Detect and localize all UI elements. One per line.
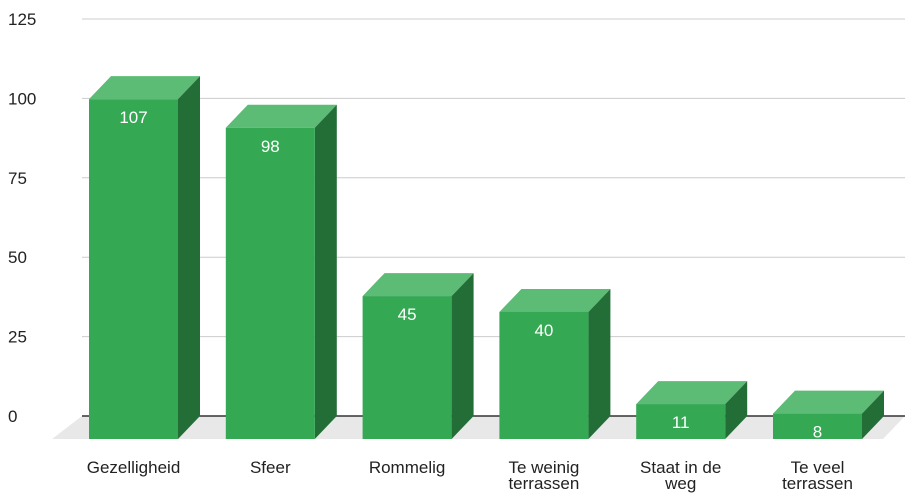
bar-top-face — [225, 104, 337, 128]
bars: 107 98 45 40 11 8 — [89, 76, 884, 442]
bar: 98 — [225, 104, 337, 439]
bar: 107 — [89, 76, 200, 439]
data-label: 40 — [534, 321, 553, 340]
bar-side-face — [588, 288, 611, 439]
bar-front-face — [773, 413, 862, 439]
x-category-label: Sfeer — [250, 458, 291, 477]
x-category-label: terrassen — [782, 474, 853, 493]
bar-side-face — [451, 273, 474, 439]
data-label: 8 — [813, 423, 822, 442]
data-label: 45 — [398, 305, 417, 324]
y-tick-label: 0 — [8, 407, 17, 426]
bar-side-face — [862, 390, 884, 439]
bar-top-face — [773, 390, 884, 414]
gridlines — [82, 18, 905, 417]
bar: 40 — [499, 288, 611, 439]
bar-top-face — [362, 273, 474, 297]
bar: 45 — [362, 273, 474, 439]
x-category-label: Rommelig — [369, 458, 446, 477]
bar-side-face — [725, 381, 748, 439]
bar-front-face — [636, 404, 726, 439]
bar-front-face — [499, 311, 589, 439]
y-tick-label: 100 — [8, 89, 36, 108]
bar-side-face — [314, 104, 337, 439]
bar-top-face — [499, 288, 611, 312]
bar-side-face — [178, 76, 200, 439]
bar: 11 — [636, 381, 748, 439]
x-category-label: Te weinig — [508, 458, 579, 477]
bar-front-face — [225, 127, 315, 439]
data-label: 98 — [261, 137, 280, 156]
y-tick-label: 75 — [8, 169, 27, 188]
x-category-label: Gezelligheid — [87, 458, 181, 477]
x-category-label: Te veel — [791, 458, 845, 477]
bar-top-face — [89, 76, 200, 100]
x-category-label: terrassen — [508, 474, 579, 493]
y-tick-label: 125 — [8, 10, 36, 29]
bar-front-face — [362, 296, 452, 439]
bar: 8 — [773, 390, 884, 442]
y-tick-label: 50 — [8, 248, 27, 267]
bar-front-face — [89, 99, 178, 439]
data-label: 11 — [672, 413, 690, 432]
y-tick-label: 25 — [8, 328, 27, 347]
bar-top-face — [636, 381, 748, 405]
y-axis-tick-labels: 0 25 50 75 100 125 — [8, 10, 36, 426]
x-axis-labels: Gezelligheid Sfeer Rommelig Te weinigterras… — [87, 458, 853, 493]
data-label: 107 — [119, 108, 147, 127]
x-category-label: Staat in de — [640, 458, 721, 477]
x-category-label: weg — [664, 474, 696, 493]
